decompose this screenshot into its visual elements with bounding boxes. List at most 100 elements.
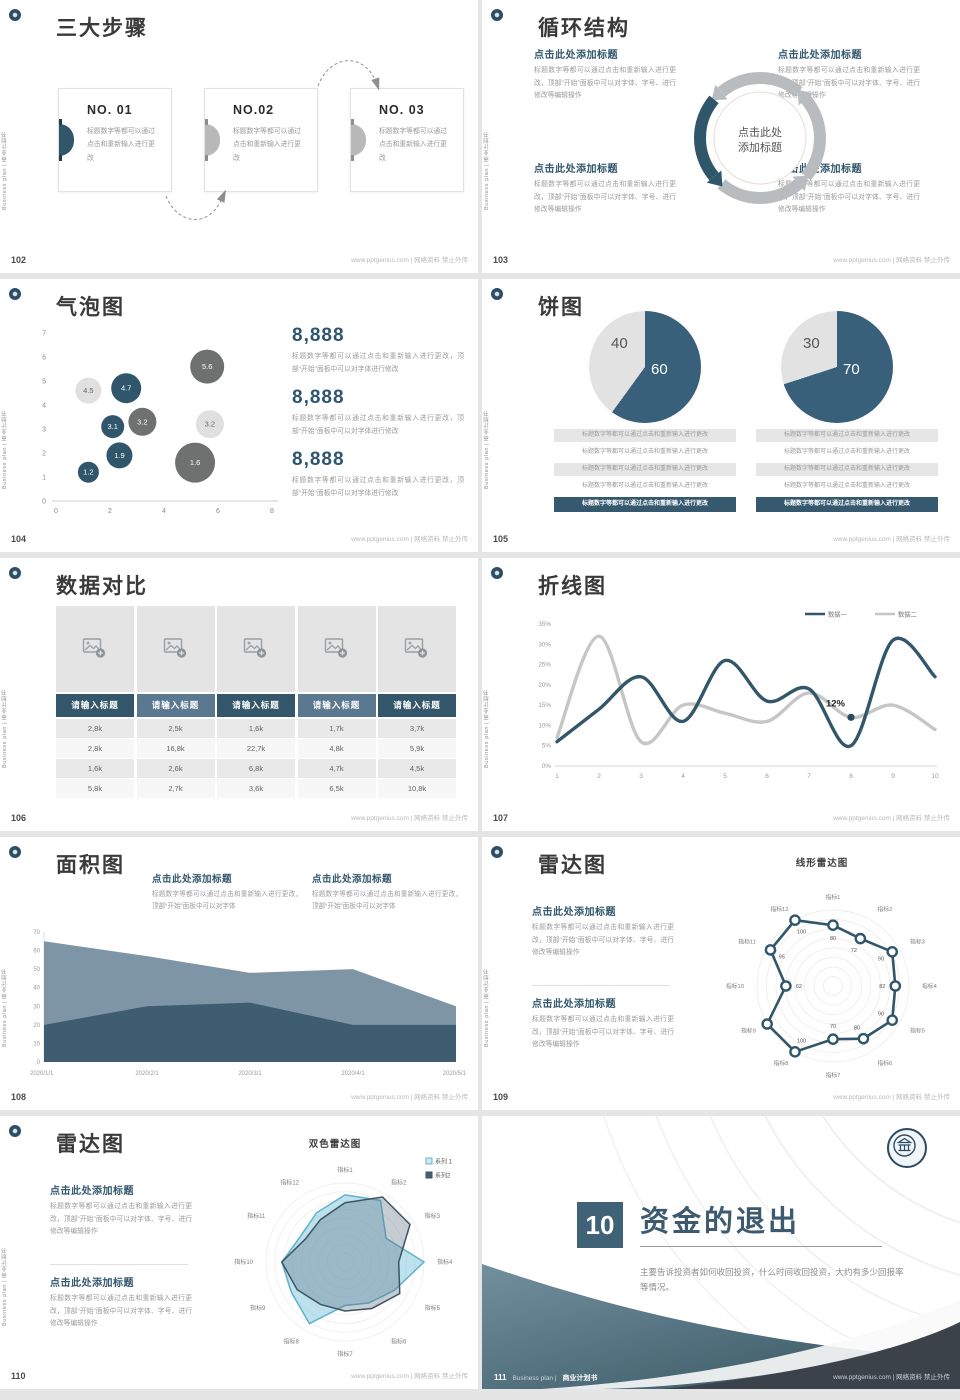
radar-text-block: 点击此处添加标题 标题数字等都可以通过点击和重新输入进行更改，顶部“开始”面板中可… [532, 903, 674, 960]
image-mountain-icon [165, 644, 181, 651]
brand-logo-icon [491, 288, 503, 300]
step-semicircle-icon [351, 124, 366, 156]
slide-title: 雷达图 [56, 1133, 125, 1156]
radar-axis-label: 指标7 [826, 1071, 841, 1079]
stat-block: 8,888 标题数字等都可以通过点击和重新输入进行更改，顶部“开始”面板中可以对字… [292, 325, 464, 376]
image-placeholder [297, 606, 376, 692]
line-series-1 [555, 636, 937, 748]
y-tick-label: 70 [33, 930, 40, 936]
x-tick-label: 3 [639, 773, 643, 780]
table-cell: 4,5k [378, 759, 456, 778]
radar-axis-label: 指标4 [437, 1258, 453, 1266]
x-tick-label: 2 [597, 773, 601, 780]
x-tick-label: 2020/3/1 [238, 1071, 262, 1077]
watermark: www.pptgenius.com | 网络资料 禁止外传 [833, 815, 950, 822]
x-tick-label: 7 [807, 773, 811, 780]
table-cell: 3,6k [217, 779, 295, 798]
radar-data-point [764, 944, 777, 956]
radar-axis-label: 指标2 [391, 1178, 407, 1186]
step-card: NO.02 标题数字等都可以通过点击和重新输入进行更改 [204, 88, 318, 192]
slide-title: 雷达图 [538, 854, 607, 877]
table-cell: 5,8k [56, 779, 134, 798]
table-cell: 2,6k [136, 759, 215, 778]
bubble-point [195, 410, 224, 439]
watermark: www.pptgenius.com | 网络资料 禁止外传 [351, 1094, 468, 1101]
bubble-point [75, 377, 102, 404]
section-title: 资金的退出 [640, 1206, 801, 1238]
pie-caption-row: 标题数字等都可以通过点击和重新输入进行更改 [581, 483, 708, 489]
slide-105-pie: Business plan | 商业计划书 饼图 60 40 70 30 标题数字等都可… [482, 279, 960, 552]
radar-grid-ring [823, 976, 843, 996]
x-tick-label: 4 [162, 508, 166, 515]
y-tick-label: 35% [538, 621, 551, 628]
x-tick-label: 6 [216, 508, 220, 515]
image-sun-icon [247, 641, 251, 645]
cycle-diagram: 点击此处添加标题 [694, 72, 826, 204]
image-frame-icon [163, 638, 182, 653]
image-frame-icon [324, 638, 343, 653]
x-tick-label: 4 [681, 773, 685, 780]
radar-axis-label: 指标9 [250, 1304, 266, 1312]
radar-series-1 [280, 1194, 426, 1325]
watermark: www.pptgenius.com | 网络资料 禁止外传 [833, 1094, 950, 1101]
x-tick-label: 2 [108, 508, 112, 515]
area-series-2 [44, 1002, 456, 1062]
slide-title: 数据对比 [56, 575, 148, 598]
x-tick-label: 10 [931, 773, 939, 780]
swoosh-white [542, 1300, 960, 1389]
block-divider [50, 1264, 188, 1265]
y-tick-label: 20% [538, 682, 551, 689]
pie-caption-row: 标题数字等都可以通过点击和重新输入进行更改 [554, 429, 736, 442]
radar-axis-label: 指标10 [726, 982, 744, 990]
notch-icon [205, 119, 208, 125]
step-number: NO.02 [233, 103, 275, 117]
table-header-cell: 请输入标题 [56, 694, 134, 717]
legend-label: 系列2 [435, 1172, 451, 1180]
swoosh-charcoal [662, 1322, 960, 1389]
add-image-icon [82, 638, 106, 658]
cycle-center-circle [713, 91, 807, 185]
radar-axis-label: 指标8 [774, 1059, 789, 1067]
radar-data-point [827, 919, 839, 932]
x-tick-label: 6 [765, 773, 769, 780]
watermark: www.pptgenius.com | 网络资料 禁止外传 [351, 257, 468, 264]
y-tick-label: 60 [33, 949, 40, 955]
bubble-point [128, 407, 157, 436]
bubble-chart: 0 1 2 3 4 5 6 7 0 2 4 6 8 4.5 4.7 5.6 3.1 3.2 3.2 1.9 1.2 1.6 [42, 331, 278, 515]
watermark: www.pptgenius.com | 网络资料 禁止外传 [351, 536, 468, 543]
slide-109-radar-line: Business plan | 商业计划书 雷达图 线形雷达图 点击此处添加标题… [482, 837, 960, 1110]
x-tick-label: 5 [723, 773, 727, 780]
notch-icon [59, 155, 62, 161]
radar-axis-label: 指标6 [878, 1059, 893, 1067]
chart-subtitle: 双色雷达图 [308, 1139, 362, 1150]
step-body: 标题数字等都可以通过点击和重新输入进行更改 [379, 128, 447, 162]
area-text-block: 点击此处添加标题 标题数字等都可以通过点击和重新输入进行更改，顶部“开始”面板中可… [152, 871, 302, 913]
pie-caption-row: 标题数字等都可以通过点击和重新输入进行更改 [756, 497, 938, 512]
image-mountain-icon [84, 644, 100, 651]
steps-connectors [165, 60, 380, 220]
slide-108-area: Business plan | 商业计划书 面积图 点击此处添加标题 标题数字等都… [0, 837, 478, 1110]
radar-axis-label: 指标1 [337, 1166, 353, 1174]
stat-body: 标题数字等都可以通过点击和重新输入进行更改，顶部“开始”面板中可以对字体进行修改 [292, 353, 464, 373]
radar-dual-chart: 指标1 指标2 指标3 指标4 指标5 指标6 指标7 指标8 指标9 指标10 指标11 指标12 系… [234, 1157, 453, 1358]
cycle-arrow-arc [801, 95, 826, 181]
cycle-arrow-arc [717, 179, 803, 204]
radar-point-label: 100 [797, 929, 806, 935]
x-tick-label: 2020/5/1 [443, 1071, 467, 1077]
step-semicircle-icon [205, 124, 220, 156]
x-tick-label: 2020/1/1 [30, 1071, 54, 1077]
block-title: 点击此处添加标题 [532, 999, 616, 1010]
radar-data-point [789, 914, 801, 926]
y-tick-label: 50 [33, 967, 40, 973]
emblem-logo-icon [887, 1128, 927, 1168]
x-tick-label: 1 [555, 773, 559, 780]
line-chart: 0% 5% 10% 15% 20% 25% 30% 35% 1 2 3 4 5 6 7 8 9 10 数据一 数据二 1… [538, 610, 939, 781]
step-semicircle-icon [59, 124, 74, 156]
pie-caption-row: 标题数字等都可以通过点击和重新输入进行更改 [783, 449, 910, 455]
page-number: 108 [11, 1092, 27, 1102]
radar-axis-label: 指标6 [391, 1338, 407, 1346]
area-chart: 0 10 20 30 40 50 60 70 2020/1/1 2020/2/1 2020/3/1 2… [30, 930, 467, 1077]
image-placeholder [378, 606, 456, 692]
section-background-art [482, 1116, 960, 1389]
